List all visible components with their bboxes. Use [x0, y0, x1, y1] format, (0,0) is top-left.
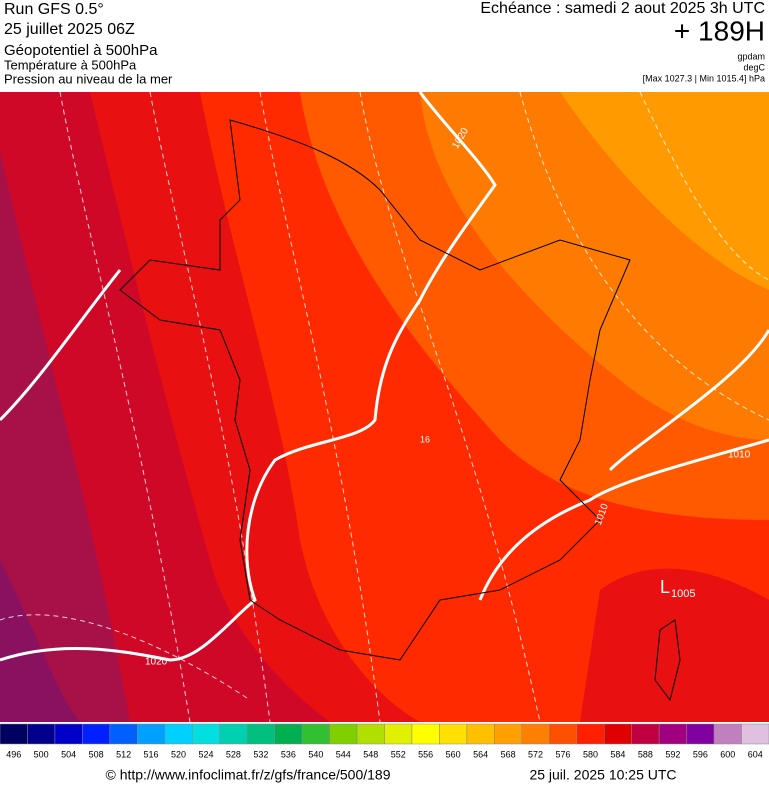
legend-label: 516 [144, 749, 159, 759]
legend-swatch [494, 723, 523, 745]
unit: [Max 1027.3 | Min 1015.4] hPa [643, 73, 765, 83]
field: Géopotentiel à 500hPa [4, 42, 158, 59]
legend-label: 588 [638, 749, 653, 759]
legend-label: 576 [556, 749, 571, 759]
legend-label: 520 [171, 749, 186, 759]
legend-label: 604 [748, 749, 763, 759]
legend-swatch [658, 723, 687, 745]
low-marker: L [660, 577, 670, 597]
offset: + 189H [674, 15, 765, 46]
legend-label: 548 [363, 749, 378, 759]
legend-label: 560 [446, 749, 461, 759]
legend-label: 536 [281, 749, 296, 759]
legend-swatch [82, 723, 111, 745]
legend-label: 524 [198, 749, 213, 759]
legend-label: 596 [693, 749, 708, 759]
legend-label: 508 [89, 749, 104, 759]
legend-label: 564 [473, 749, 488, 759]
low-value: 1005 [671, 588, 695, 600]
legend-swatch [109, 723, 138, 745]
legend-swatch [329, 723, 358, 745]
legend-label: 500 [34, 749, 49, 759]
legend-swatch [164, 723, 193, 745]
legend-label: 544 [336, 749, 351, 759]
legend-label: 600 [720, 749, 735, 759]
legend-label: 504 [61, 749, 76, 759]
legend-swatch [713, 723, 742, 745]
legend-label: 584 [610, 749, 625, 759]
legend-swatch [686, 723, 715, 745]
legend-label: 568 [501, 749, 516, 759]
run: Run GFS 0.5° [4, 1, 104, 18]
legend-swatch [631, 723, 660, 745]
color-legend: 496 500 504 508 512 516 520 524 528 532 536 540 544 5… [0, 723, 769, 759]
legend-swatch [54, 723, 83, 745]
legend-swatch [741, 723, 769, 745]
legend-label: 592 [665, 749, 680, 759]
legend-swatch [219, 723, 248, 745]
legend-swatch [301, 723, 330, 745]
legend-swatch [576, 723, 605, 745]
map [0, 92, 769, 722]
legend-label: 540 [308, 749, 323, 759]
legend-label: 556 [418, 749, 433, 759]
isobars [0, 92, 769, 662]
legend-swatch [356, 723, 385, 745]
legend-swatch [0, 723, 28, 745]
legend-label: 528 [226, 749, 241, 759]
isobar-label: 1010 [728, 450, 751, 461]
coastline [119, 119, 681, 702]
legend-swatch [27, 723, 56, 745]
legend-label: 552 [391, 749, 406, 759]
legend-swatch [246, 723, 275, 745]
unit: degC [743, 62, 765, 72]
legend-label: 512 [116, 749, 131, 759]
field: Pression au niveau de la mer [4, 71, 173, 86]
isobar-label: 1020 [145, 657, 168, 668]
legend-label: 580 [583, 749, 598, 759]
legend-swatch [603, 723, 632, 745]
footer-stamp: 25 juil. 2025 10:25 UTC [529, 767, 676, 783]
legend-swatch [137, 723, 166, 745]
field: Température à 500hPa [4, 57, 137, 72]
legend-swatch [411, 723, 440, 745]
legend-swatch [384, 723, 413, 745]
footer-url: © http://www.infoclimat.fr/z/gfs/france/… [106, 767, 391, 783]
isotherm-label: 16 [420, 434, 430, 444]
run-date: 25 juillet 2025 06Z [4, 21, 135, 38]
legend-swatch [466, 723, 495, 745]
legend-label: 496 [6, 749, 21, 759]
legend-swatch [549, 723, 577, 745]
isotherms [0, 92, 769, 722]
legend-label: 572 [528, 749, 543, 759]
header: Run GFS 0.5° 25 juillet 2025 06Z Géopote… [4, 0, 766, 86]
legend-swatch [274, 723, 303, 745]
echeance: Echéance : samedi 2 aout 2025 3h UTC [480, 0, 765, 17]
legend-swatch [439, 723, 468, 745]
legend-label: 532 [253, 749, 268, 759]
legend-swatch [192, 723, 220, 745]
legend-swatch [521, 723, 550, 745]
unit: gpdam [737, 51, 765, 61]
